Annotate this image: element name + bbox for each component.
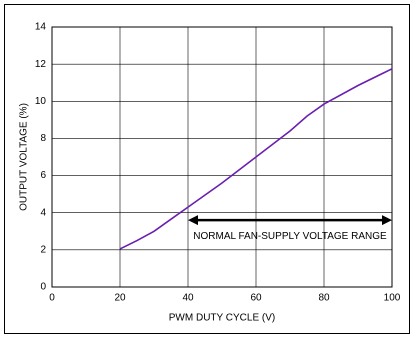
x-axis-label: PWM DUTY CYCLE (V) [169, 313, 276, 324]
y-axis-label: OUTPUT VOLTAGE (%) [19, 103, 30, 211]
frame [4, 4, 410, 334]
x-tick-label: 20 [114, 293, 126, 304]
arrow-head [382, 215, 392, 226]
x-tick-label: 40 [182, 293, 194, 304]
plot-border [51, 26, 393, 288]
x-tick-label: 80 [318, 293, 330, 304]
y-tick-label: 14 [35, 22, 47, 33]
y-tick-label: 10 [35, 96, 47, 107]
y-tick-label: 6 [40, 170, 46, 181]
annotation-text: NORMAL FAN-SUPPLY VOLTAGE RANGE [193, 231, 387, 242]
x-tick-label: 60 [250, 293, 262, 304]
y-tick-label: 12 [35, 59, 47, 70]
x-tick-label: 100 [384, 293, 401, 304]
y-tick-label: 8 [40, 133, 46, 144]
x-tick-label: 0 [49, 293, 55, 304]
data-line [119, 68, 393, 250]
arrow-head [188, 215, 198, 226]
y-tick-label: 4 [40, 207, 46, 218]
y-tick-label: 2 [40, 244, 46, 255]
y-tick-label: 0 [40, 282, 46, 293]
